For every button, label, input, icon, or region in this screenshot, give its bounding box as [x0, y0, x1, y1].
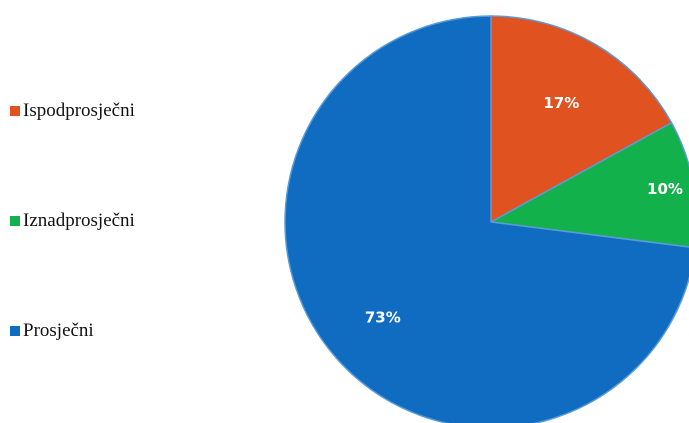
- legend-item-iznadprosjecni: Iznadprosječni: [10, 209, 135, 233]
- legend-label-ispodprosjecni: Ispodprosječni: [23, 100, 135, 121]
- pie-slice-label-prosjecni: 73%: [365, 308, 401, 326]
- pie-slice-iznadprosjecni: [490, 122, 689, 248]
- pie-slice-labels: 17% 10% 73%: [365, 94, 683, 326]
- pie-slice-label-iznadprosjecni: 10%: [647, 180, 683, 198]
- legend-swatch-iznadprosjecni: [10, 216, 20, 226]
- chart-legend: Ispodprosječni Iznadprosječni Prosječni: [10, 0, 250, 423]
- legend-swatch-prosjecni: [10, 326, 20, 336]
- pie-slice-prosjecni: [284, 15, 689, 423]
- pie-slice-label-ispodprosjecni: 17%: [543, 94, 579, 112]
- legend-label-iznadprosjecni: Iznadprosječni: [23, 210, 135, 231]
- legend-item-prosjecni: Prosječni: [10, 319, 94, 343]
- legend-item-ispodprosjecni: Ispodprosječni: [10, 99, 135, 123]
- pie-slices: [284, 15, 689, 423]
- pie-slice-ispodprosjecni: [490, 15, 673, 223]
- legend-label-prosjecni: Prosječni: [23, 320, 94, 341]
- legend-swatch-ispodprosjecni: [10, 106, 20, 116]
